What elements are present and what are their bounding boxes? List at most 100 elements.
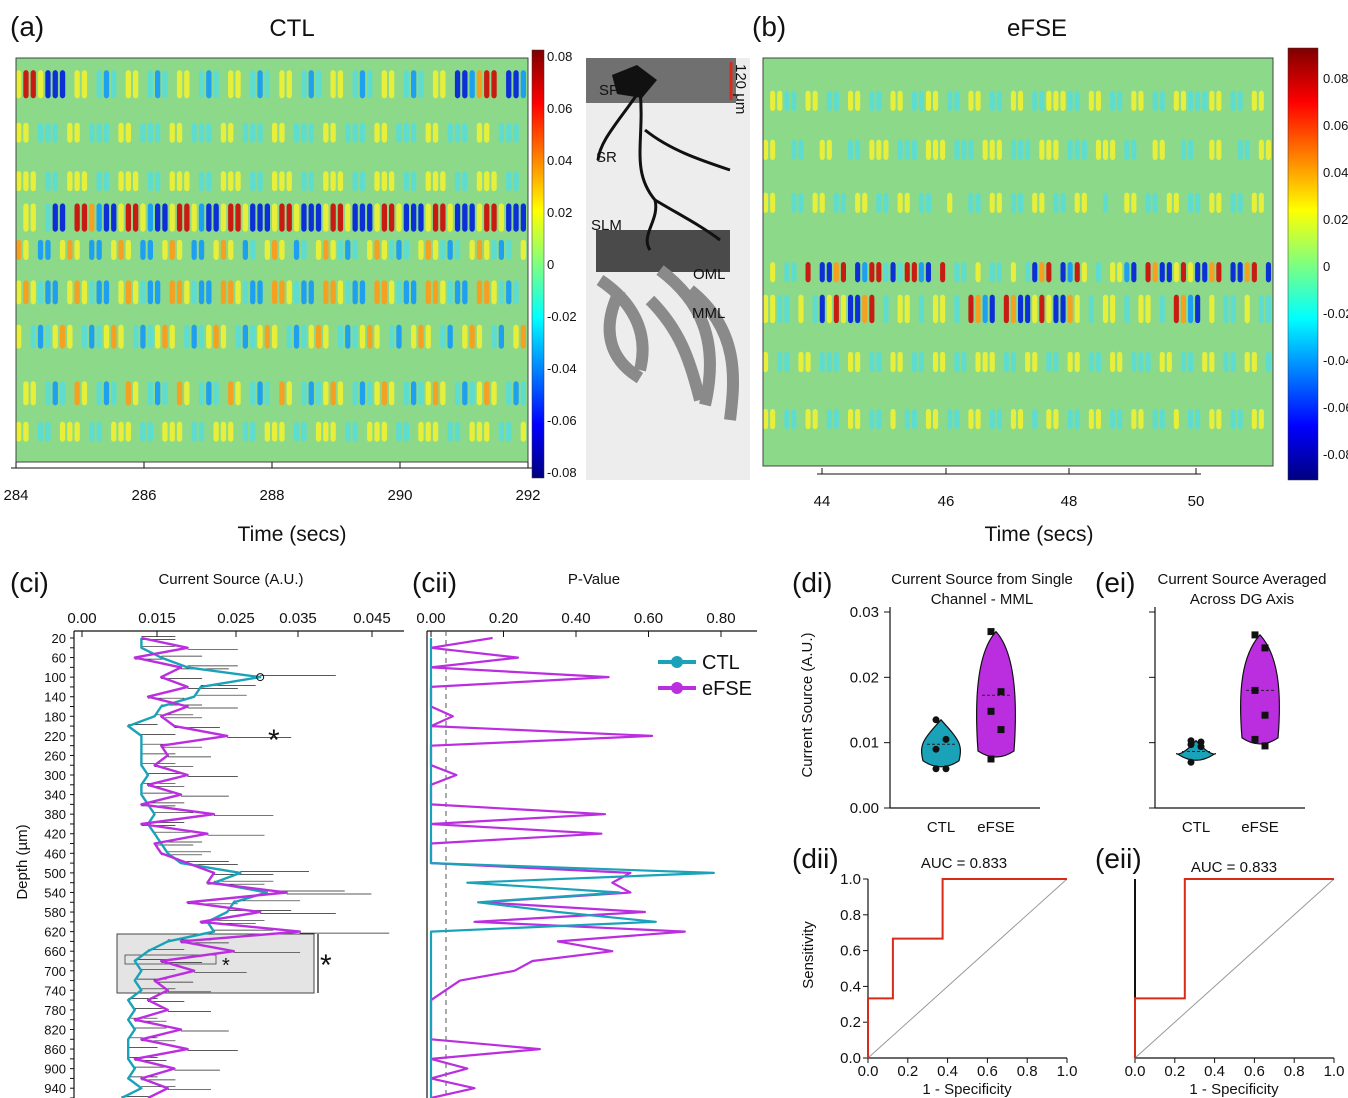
heatmap-b-cell [947,90,953,111]
heatmap-b-cell [848,90,854,111]
heatmap-b-cell [876,351,882,373]
heatmap-a-cell [323,381,329,406]
heatmap-b-cell [968,408,974,430]
heatmap-b-cell [1230,262,1236,283]
heatmap-a-cell [184,203,190,232]
heatmap-b-cell [968,192,974,213]
heatmap-a-cell [198,324,205,349]
heatmap-a-cell [23,203,29,232]
heatmap-b-cell [911,351,917,373]
ei-yticks [1149,611,1155,809]
heatmap-a-cell [235,70,241,99]
eii-plot [1134,878,1335,1059]
heatmap-a-cell [337,280,344,305]
heatmap-b-cell [1131,139,1137,160]
heatmap-b-cell [1032,192,1038,213]
heatmap-b-cell [784,90,790,111]
heatmap-b-cell [1195,408,1201,430]
heatmap-a-cell [133,171,139,192]
heatmap-b-cell [1018,294,1024,324]
heatmap-a-cell [491,171,497,192]
panel-dii: (dii) AUC = 0.833 0.00.00.20.20.40.40.60… [792,843,1077,1098]
heatmap-a-cell [389,70,395,99]
heatmap-a-cell [454,203,461,232]
heatmap-b-cell [1053,139,1059,160]
heatmap-b-cell [1180,294,1186,324]
heatmap-a-cell [257,122,263,143]
colorbar-b-tick-label: 0.02 [1323,212,1348,227]
heatmap-b-cell [1003,294,1009,324]
heatmap-a-cell [52,70,58,99]
heatmap-b-cell [1032,294,1038,324]
heatmap-b-cell [1237,408,1243,430]
heatmap-b-cell [1138,90,1144,111]
heatmap-b-cell [869,262,875,283]
heatmap-b-cell [1166,192,1172,213]
heatmap-b-cell [890,351,896,373]
heatmap-a-cell [67,171,73,192]
colorbar-a-tick-label: -0.06 [547,413,577,428]
heatmap-a-cell [432,171,439,192]
heatmap-b-cell [869,90,875,111]
heatmap-a-cell [250,280,256,305]
heatmap-a-cell [235,171,241,192]
heatmap-a-cell [176,122,183,143]
panel-cii-title: P-Value [568,571,620,588]
heatmap-a-cell [432,203,439,232]
ei-group-ctl: CTL [1182,819,1210,836]
heatmap-b-cell [1166,262,1172,283]
heatmap-b-cell [1046,139,1052,160]
heatmap-b-cell [925,90,931,111]
heatmap-a-cell [133,280,139,305]
heatmap-a-cell [403,421,409,442]
heatmap-b-cell [1124,262,1130,283]
heatmap-a-cell [491,324,497,349]
heatmap-b-cell [791,139,797,160]
heatmap-a-cell [155,381,161,406]
heatmap-a-cell [235,381,241,406]
heatmap-b-cell [812,90,818,111]
heatmap-a-cell [228,203,234,232]
heatmap-b-cell [933,408,939,430]
heatmap-a-cell [272,203,278,232]
heatmap-b-cell [1117,90,1123,111]
heatmap-a-cell [250,122,256,143]
heatmap-a-cell [111,324,117,349]
heatmap-a-cell [352,203,358,232]
heatmap-a-cell [103,324,110,349]
heatmap-b-cell [989,294,995,324]
heatmap-b-cell [968,139,974,160]
heatmap-b-cell [933,294,939,324]
heatmap-b-cell [989,90,995,111]
heatmap-a-cell [381,421,387,442]
di-efse-point [987,707,995,715]
heatmap-a-cell [125,122,131,143]
heatmap-a-cell [520,324,526,349]
panel-di: (di) Current Source from Single Channel … [792,567,1073,836]
heatmap-a-cell [491,239,497,260]
heatmap-a-cell [89,324,95,349]
heatmap-a-cell [206,280,212,305]
anatomy-soma [612,65,657,98]
heatmap-a-cell [111,203,117,232]
heatmap-b-cell [1131,192,1137,213]
heatmap-b-cell [1032,262,1038,283]
heatmap-a-cell [396,122,402,143]
heatmap-a-cell [176,171,183,192]
heatmap-a-cell [462,280,468,305]
cii-xtick-label: 0.40 [561,610,590,627]
ci-ytick-label: 540 [44,885,66,900]
heatmap-a-cell [352,324,358,349]
eii-chance-line [1134,878,1335,1059]
heatmap-a-cell [155,171,161,192]
heatmap-b-cell [933,351,939,373]
colorbar-a-tick-label: 0 [547,257,554,272]
heatmap-b-cell [1180,262,1186,283]
heatmap-b-cell [1188,294,1194,324]
heatmap-a-cell [469,239,475,260]
heatmap-b-cell [1053,294,1059,324]
heatmap-b-cell [840,192,846,213]
heatmap-a-cell [140,280,146,305]
anatomy-slm-band [596,230,730,272]
dii-ylabel: Sensitivity [800,921,817,989]
